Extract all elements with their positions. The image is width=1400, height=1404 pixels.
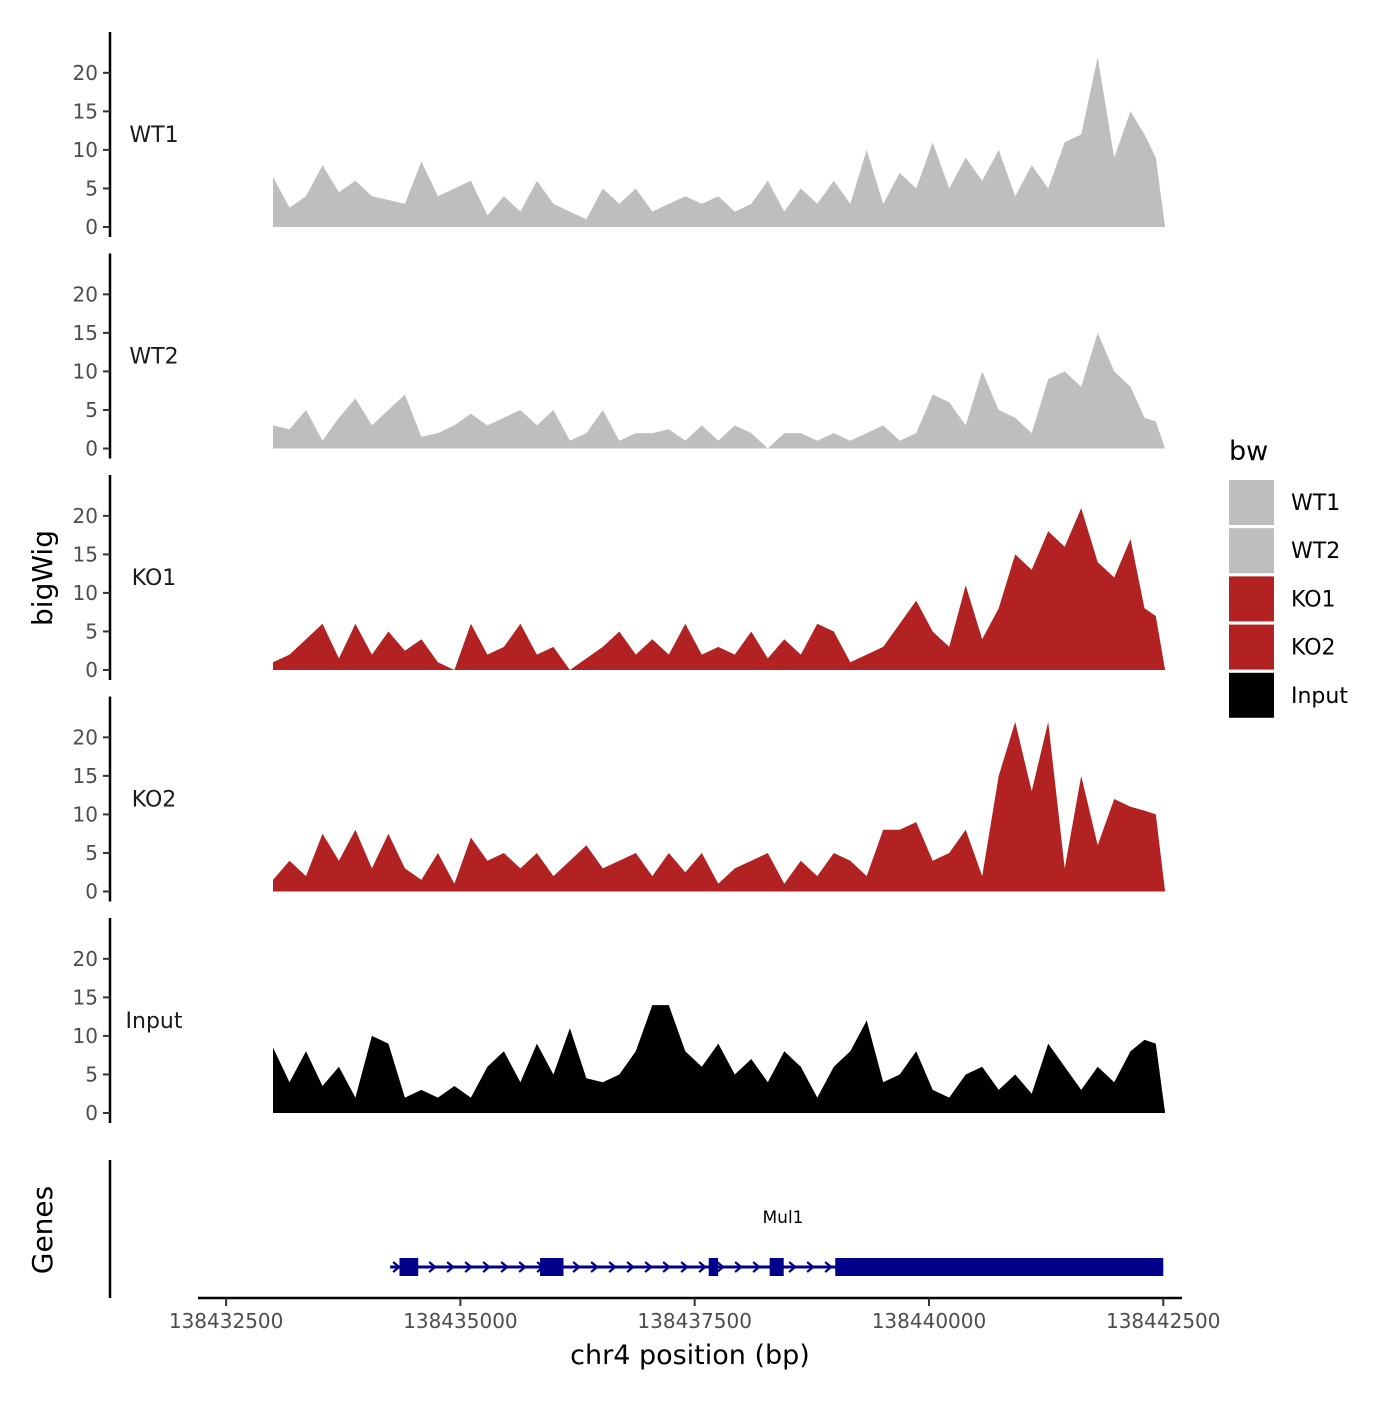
strand-arrow xyxy=(572,1261,581,1273)
y-tick-label: 0 xyxy=(85,437,98,461)
legend-label-wt1: WT1 xyxy=(1291,491,1340,516)
strand-arrow xyxy=(428,1261,437,1273)
legend-label-ko1: KO1 xyxy=(1291,587,1336,612)
y-tick-label: 5 xyxy=(85,176,98,200)
strand-arrow xyxy=(788,1261,797,1273)
strand-arrow xyxy=(590,1261,599,1273)
y-tick-label: 10 xyxy=(73,581,98,605)
area-wt2 xyxy=(273,332,1166,449)
track-label-ko2: KO2 xyxy=(132,788,177,813)
x-axis-label: chr4 position (bp) xyxy=(570,1340,810,1371)
strand-arrow xyxy=(518,1261,527,1273)
gene-model xyxy=(390,1258,1164,1276)
y-tick-label: 20 xyxy=(73,725,98,749)
strand-arrow xyxy=(752,1261,761,1273)
legend-label-wt2: WT2 xyxy=(1291,539,1340,564)
area-input xyxy=(273,1005,1166,1113)
y-tick-label: 0 xyxy=(85,1101,98,1125)
y-tick-label: 15 xyxy=(73,542,98,566)
area-ko2 xyxy=(273,721,1166,892)
y-tick-label: 0 xyxy=(85,215,98,239)
y-tick-label: 0 xyxy=(85,880,98,904)
y-tick-label: 15 xyxy=(73,99,98,123)
track-ko1: 0 5 10 15 20 KO1 xyxy=(73,475,1166,682)
y-tick-label: 10 xyxy=(73,138,98,162)
x-tick-label: 138437500 xyxy=(637,1309,752,1333)
legend-label-input: Input xyxy=(1291,684,1348,709)
x-tick-label: 138432500 xyxy=(169,1309,284,1333)
y-tick-label: 10 xyxy=(73,1024,98,1048)
y-tick-label: 20 xyxy=(73,282,98,306)
legend-swatch-ko1 xyxy=(1229,576,1274,622)
y-tick-label: 5 xyxy=(85,1062,98,1086)
exon-block xyxy=(540,1258,564,1276)
x-tick-label: 138435000 xyxy=(403,1309,518,1333)
track-label-input: Input xyxy=(126,1009,183,1034)
strand-arrow xyxy=(392,1261,401,1273)
track-wt2: 0 5 10 15 20 WT2 xyxy=(73,253,1166,461)
exon-block xyxy=(835,1258,1164,1276)
strand-arrow xyxy=(464,1261,473,1273)
gene-name-label: Mul1 xyxy=(763,1208,804,1228)
exon-block xyxy=(708,1258,719,1276)
track-input: 0 5 10 15 20 Input xyxy=(73,918,1166,1125)
track-ko2: 0 5 10 15 20 KO2 xyxy=(73,696,1166,904)
y-tick-label: 15 xyxy=(73,985,98,1009)
strand-arrow xyxy=(644,1261,653,1273)
track-wt1: 0 5 10 15 20 WT1 xyxy=(73,32,1166,239)
legend-items: WT1 WT2 KO1 KO2 Input xyxy=(1229,480,1348,718)
legend: bw WT1 WT2 KO1 KO2 Input xyxy=(1229,436,1348,718)
legend-swatch-input xyxy=(1229,672,1274,718)
track-label-wt1: WT1 xyxy=(129,123,178,148)
strand-arrow xyxy=(608,1261,617,1273)
strand-arrow xyxy=(680,1261,689,1273)
gene-track-group: Mul1 Genes xyxy=(26,1160,1164,1298)
exon-block xyxy=(769,1258,784,1276)
track-label-ko1: KO1 xyxy=(132,566,177,591)
strand-arrow xyxy=(698,1261,707,1273)
y-tick-label: 5 xyxy=(85,398,98,422)
y-tick-label: 10 xyxy=(73,359,98,383)
area-ko1 xyxy=(273,508,1166,670)
y-tick-label: 5 xyxy=(85,619,98,643)
x-axis: 138432500 138435000 138437500 138440000 1384… xyxy=(169,1296,1221,1371)
strand-arrow xyxy=(500,1261,509,1273)
strand-arrow xyxy=(734,1261,743,1273)
y-tick-label: 15 xyxy=(73,321,98,345)
strand-arrow xyxy=(806,1261,815,1273)
strand-arrow xyxy=(716,1261,725,1273)
y-tick-label: 20 xyxy=(73,504,98,528)
exon-block xyxy=(399,1258,419,1276)
y-tick-label: 20 xyxy=(73,61,98,85)
x-tick-label: 138442500 xyxy=(1106,1309,1221,1333)
y-axis-label: bigWig xyxy=(26,530,59,626)
gene-track-y-label: Genes xyxy=(26,1186,59,1274)
y-tick-label: 15 xyxy=(73,764,98,788)
tracks-group: 0 5 10 15 20 WT1 0 5 10 15 20 WT2 0 5 10 15 20 KO1 0 5 10 15 2… xyxy=(73,32,1166,1125)
y-tick-label: 0 xyxy=(85,658,98,682)
y-tick-label: 20 xyxy=(73,947,98,971)
legend-title: bw xyxy=(1229,436,1268,467)
strand-arrow xyxy=(824,1261,833,1273)
legend-swatch-wt1 xyxy=(1229,480,1274,525)
track-label-wt2: WT2 xyxy=(129,345,178,370)
strand-arrow xyxy=(446,1261,455,1273)
area-wt1 xyxy=(273,57,1166,228)
x-tick-label: 138440000 xyxy=(872,1309,987,1333)
x-ticks-group: 138432500 138435000 138437500 138440000 1384… xyxy=(169,1298,1221,1333)
legend-swatch-wt2 xyxy=(1229,528,1274,574)
legend-label-ko2: KO2 xyxy=(1291,636,1336,661)
strand-arrow xyxy=(626,1261,635,1273)
y-tick-label: 10 xyxy=(73,802,98,826)
legend-swatch-ko2 xyxy=(1229,624,1274,670)
y-tick-label: 5 xyxy=(85,841,98,865)
strand-arrow xyxy=(482,1261,491,1273)
strand-arrow xyxy=(662,1261,671,1273)
